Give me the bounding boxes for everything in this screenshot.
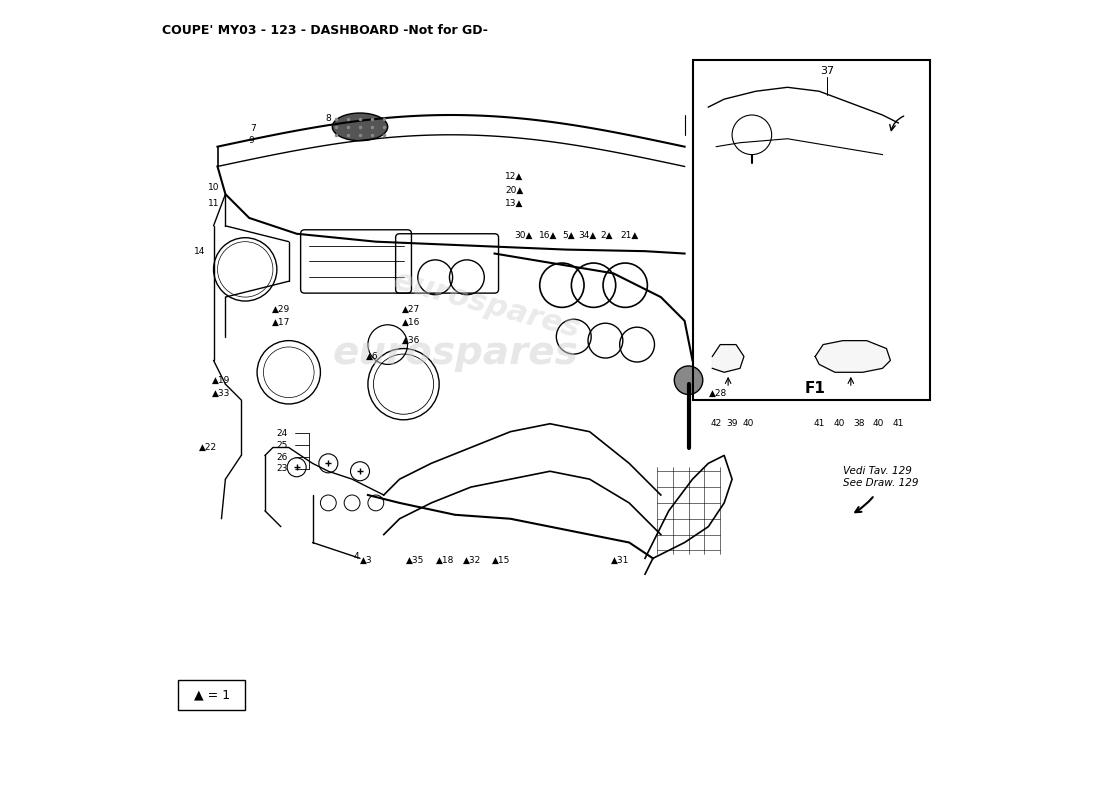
Text: 8: 8 [326,114,331,123]
Text: ▲16: ▲16 [403,318,420,327]
Text: 4: 4 [353,552,359,562]
Text: eurospares: eurospares [332,334,578,371]
Text: 9: 9 [248,136,254,145]
Circle shape [674,366,703,394]
Text: ▲36: ▲36 [403,336,420,345]
Text: 40: 40 [873,419,884,428]
Text: 41: 41 [892,419,904,428]
Text: ▲29: ▲29 [272,305,290,314]
Text: COUPE' MY03 - 123 - DASHBOARD -Not for GD-: COUPE' MY03 - 123 - DASHBOARD -Not for G… [162,24,488,37]
Text: 23: 23 [277,464,288,474]
Text: ▲17: ▲17 [272,318,290,327]
Text: 34▲: 34▲ [579,231,596,240]
Text: ▲27: ▲27 [403,306,420,314]
Text: 38: 38 [852,419,865,428]
Text: ▲3: ▲3 [360,555,373,565]
Text: 10: 10 [208,183,219,192]
Text: 26: 26 [277,453,288,462]
Text: ▲18: ▲18 [437,555,454,565]
Text: 30▲: 30▲ [515,231,534,240]
Text: ▲32: ▲32 [463,555,482,565]
Polygon shape [815,341,890,372]
Text: 21▲: 21▲ [620,231,638,240]
Text: Vedi Tav. 129: Vedi Tav. 129 [843,466,912,476]
Text: See Draw. 129: See Draw. 129 [843,478,918,488]
Text: ▲28: ▲28 [708,389,727,398]
Text: 39: 39 [726,419,738,428]
Text: ▲33: ▲33 [212,389,231,398]
Text: ▲35: ▲35 [406,555,425,565]
Text: ▲22: ▲22 [199,443,217,452]
Text: 14: 14 [195,246,206,256]
Text: F1: F1 [805,381,826,396]
Text: ▲19: ▲19 [212,376,231,385]
Text: 11: 11 [208,199,219,208]
Text: 40: 40 [834,419,845,428]
Text: ▲6: ▲6 [365,352,378,361]
Text: ▲31: ▲31 [610,555,629,565]
Text: ▲15: ▲15 [492,555,510,565]
Text: ▲ = 1: ▲ = 1 [194,689,230,702]
Text: 24: 24 [277,429,288,438]
Text: 7: 7 [251,124,256,133]
Text: 2▲: 2▲ [601,231,614,240]
Text: 20▲: 20▲ [505,186,524,194]
Text: 37: 37 [820,66,834,77]
Text: eurosparеs: eurosparеs [389,266,583,344]
Text: 25: 25 [277,441,288,450]
Text: 16▲: 16▲ [539,231,558,240]
Polygon shape [713,345,744,372]
Text: 42: 42 [711,419,722,428]
Text: 5▲: 5▲ [562,231,574,240]
Text: 41: 41 [814,419,825,428]
Ellipse shape [332,113,387,141]
Text: 40: 40 [742,419,754,428]
Text: 13▲: 13▲ [505,199,524,208]
Text: 12▲: 12▲ [505,172,524,182]
